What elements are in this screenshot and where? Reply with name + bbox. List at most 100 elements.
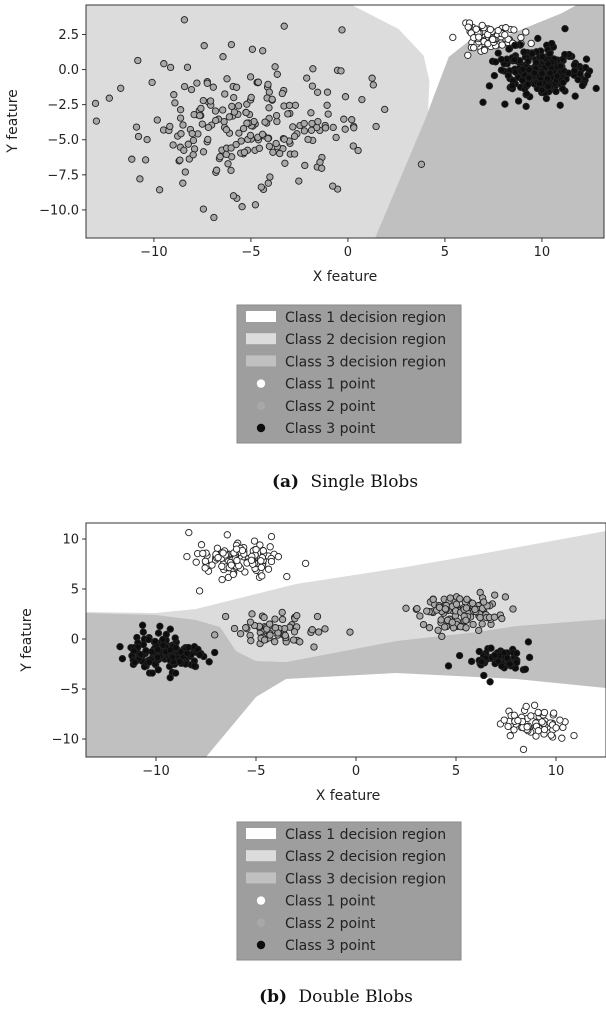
y-tick-label: −7.5 [47,168,79,183]
point-class-2 [204,135,212,144]
point-class-1 [478,21,486,30]
points-b [116,528,578,754]
point-class-3 [538,86,546,94]
point-class-1 [506,732,514,740]
caption-text-b: Double Blobs [299,987,413,1007]
legend-label: Class 1 decision region [285,310,446,326]
point-class-2 [435,603,444,612]
point-class-2 [246,131,255,140]
point-class-2 [280,22,288,30]
point-class-2 [243,119,251,127]
point-class-2 [272,139,280,148]
caption-label-a: (a) [272,472,299,492]
point-class-3 [444,662,453,670]
point-class-2 [180,82,189,91]
point-class-2 [248,45,257,53]
point-class-2 [199,205,208,213]
point-class-2 [271,615,279,623]
y-tick-label: −2.5 [47,98,79,113]
point-class-2 [350,124,358,132]
point-class-3 [485,82,494,90]
point-class-2 [260,613,268,622]
point-class-2 [296,638,304,646]
point-class-3 [505,45,513,53]
point-class-3 [205,658,213,666]
point-class-3 [145,658,153,666]
point-class-2 [324,110,332,118]
point-class-2 [264,134,272,143]
point-class-2 [341,125,349,133]
point-class-2 [261,118,269,126]
point-class-1 [540,725,549,734]
point-class-3 [506,660,514,668]
point-class-3 [154,645,162,654]
point-class-2 [92,117,101,125]
point-class-2 [184,140,192,148]
point-class-2 [273,117,281,126]
point-class-2 [491,591,499,599]
point-class-1 [259,547,267,555]
point-class-2 [199,96,207,105]
point-class-1 [519,745,528,754]
point-class-3 [148,648,156,656]
point-class-1 [250,537,259,545]
point-class-3 [144,635,153,644]
point-class-1 [283,572,291,581]
point-class-2 [222,126,231,134]
point-class-2 [348,116,356,124]
point-class-3 [543,74,552,83]
point-class-3 [525,653,534,662]
point-class-2 [268,95,276,103]
legend-label: Class 2 point [285,399,376,415]
point-class-3 [545,50,554,58]
point-class-1 [197,541,206,549]
point-class-1 [534,708,542,717]
point-class-3 [177,648,185,656]
point-class-3 [532,58,540,67]
legend-marker-point-class-1 [256,896,266,905]
point-class-3 [556,62,565,70]
point-class-3 [137,650,145,659]
point-class-2 [462,604,471,612]
legend-label: Class 2 decision region [285,849,446,865]
point-class-2 [338,26,346,34]
point-class-3 [514,97,523,105]
legend-swatch-region-class-1 [246,311,276,322]
point-class-2 [229,192,238,200]
point-class-3 [211,648,219,657]
point-class-3 [142,647,150,655]
point-class-1 [522,702,530,711]
point-class-3 [490,71,499,80]
point-class-2 [300,119,308,128]
point-class-2 [321,124,330,132]
point-class-2 [437,616,445,624]
point-class-2 [189,136,198,145]
point-class-2 [313,612,322,621]
point-class-3 [578,81,587,90]
point-class-2 [257,183,265,191]
point-class-3 [570,67,579,75]
point-class-2 [308,626,316,634]
legend-swatch-region-class-3 [246,355,276,367]
point-class-2 [246,618,255,626]
legend-label: Class 3 point [285,938,376,954]
point-class-3 [172,644,180,652]
point-class-3 [581,63,590,72]
point-class-2 [468,599,477,607]
point-class-2 [300,127,309,135]
point-class-2 [238,203,246,211]
point-class-3 [162,630,170,639]
y-tick-label: 2.5 [58,28,79,43]
point-class-1 [274,553,283,561]
point-class-2 [381,105,389,114]
legend-label: Class 2 decision region [285,332,446,348]
point-class-2 [248,610,256,618]
point-class-2 [197,104,205,113]
x-axis-label-a: X feature [313,269,378,285]
point-class-2 [448,618,456,626]
x-ticks-b: −10 −5 0 5 10 [142,757,564,779]
point-class-2 [316,158,324,166]
point-class-2 [271,638,279,646]
point-class-2 [272,111,281,120]
point-class-2 [413,604,421,613]
